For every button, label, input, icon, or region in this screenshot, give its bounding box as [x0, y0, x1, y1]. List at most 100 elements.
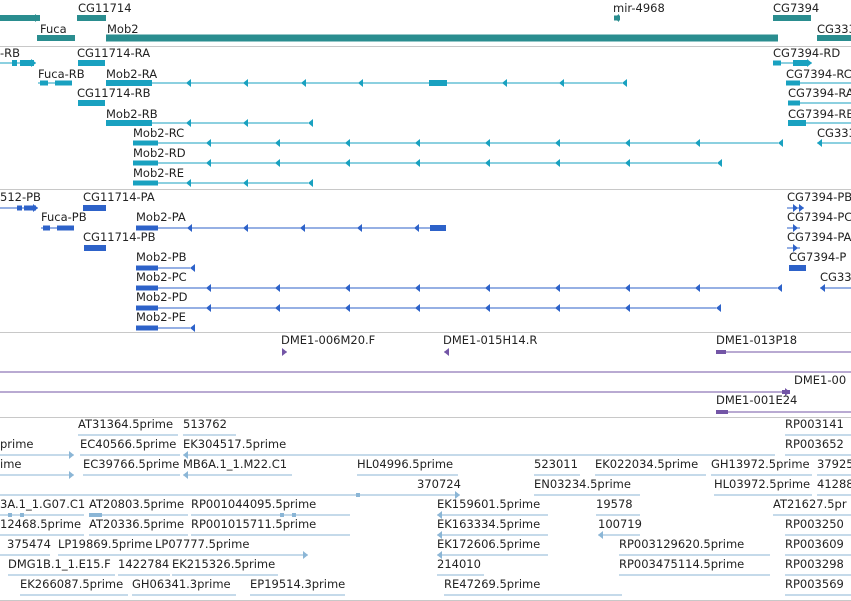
feature-cg333[interactable]: CG333 [817, 126, 851, 147]
feature-cg7394-ra[interactable]: CG7394-RA [788, 86, 851, 106]
feature-dme1-015h14-r[interactable]: DME1-015H14.R [443, 333, 537, 356]
feature-rp003141[interactable]: RP003141 [785, 418, 851, 436]
feature-mob2-rc[interactable]: Mob2-RC [133, 126, 783, 147]
strand-arrow-right-icon [69, 451, 74, 459]
feature-fuca-pb[interactable]: Fuca-PB [41, 210, 87, 231]
feature-cg7394-rd[interactable]: CG7394-RD [773, 47, 840, 67]
feature-hl04996-5prime[interactable]: HL04996.5prime [357, 457, 458, 476]
feature-rp003475114-5prime[interactable]: RP003475114.5prime [619, 557, 770, 576]
feature-label: LP07777.5prime [155, 537, 249, 551]
feature-cg7394-pb[interactable]: CG7394-PB [787, 190, 851, 212]
feature-rp003250[interactable]: RP003250 [785, 517, 851, 536]
feature-12468-5prime[interactable]: 12468.5prime [0, 517, 84, 536]
feature-prime[interactable]: prime [0, 437, 74, 459]
feature-mb6a-1-1-m22-c1[interactable]: MB6A.1_1.M22.C1 [183, 457, 292, 479]
feature-fuca-rb[interactable]: Fuca-RB [38, 67, 85, 86]
feature-ek159601-5prime[interactable]: EK159601.5prime [437, 497, 548, 519]
feature-3a-1-1-g07-c1[interactable]: 3A.1_1.G07.C1 [0, 497, 85, 517]
feature-cg11714[interactable]: CG11714 [77, 1, 132, 21]
feature-ek266087-5prime[interactable]: EK266087.5prime [20, 577, 128, 596]
feature-cg7394-pa[interactable]: CG7394-PA [787, 230, 851, 252]
feature-rp003652[interactable]: RP003652 [785, 437, 851, 456]
feature-dme1-001e24[interactable]: DME1-001E24 [716, 393, 851, 414]
feature-mob2-re[interactable]: Mob2-RE [133, 166, 313, 187]
feature-370724[interactable]: 370724 [0, 477, 461, 499]
feature-rp001015711-5prime[interactable]: RP001015711.5prime [191, 517, 350, 536]
feature-label: Mob2-PA [136, 210, 186, 224]
feature-100719[interactable]: 100719 [598, 517, 642, 539]
feature-label: Mob2-RC [133, 126, 184, 140]
feature-cg11714-pa[interactable]: CG11714-PA [83, 190, 155, 211]
feature-mob2-pc[interactable]: Mob2-PC [136, 270, 782, 292]
feature-rp003569[interactable]: RP003569 [785, 577, 851, 596]
feature-cg11714-ra[interactable]: CG11714-RA [77, 47, 150, 66]
feature-fuca[interactable]: Fuca [37, 22, 75, 41]
feature-19578[interactable]: 19578 [596, 497, 640, 516]
feature-214010[interactable]: 214010 [437, 557, 484, 576]
feature-dmg1b-1-1-e15-f[interactable]: DMG1B.1_1.E15.F [8, 557, 115, 576]
feature-513762[interactable]: 513762 [183, 418, 236, 436]
feature-mob2-rd[interactable]: Mob2-RD [133, 146, 722, 167]
feature-mob2-ra[interactable]: Mob2-RA [106, 67, 627, 87]
feature-at31364-5prime[interactable]: AT31364.5prime [78, 418, 178, 436]
feature-mob2-pd[interactable]: Mob2-PD [136, 290, 721, 312]
feature-lp07777-5prime[interactable]: LP07777.5prime [155, 537, 308, 559]
feature-label: AT31364.5prime [78, 418, 173, 431]
feature-re47269-5prime[interactable]: RE47269.5prime [444, 577, 622, 596]
feature-cg333[interactable]: CG333 [817, 22, 851, 41]
feature-37925[interactable]: 37925 [817, 457, 851, 476]
feature-ek022034-5prime[interactable]: EK022034.5prime [595, 457, 706, 476]
feature-mob2-pe[interactable]: Mob2-PE [136, 310, 195, 332]
feature-dme1-006m20-f[interactable]: DME1-006M20.F [281, 333, 375, 356]
feature-375474[interactable]: 375474 [0, 537, 51, 556]
feature-mob2[interactable]: Mob2 [106, 22, 778, 42]
feature-rp003129620-5prime[interactable]: RP003129620.5prime [619, 537, 770, 556]
feature-cg11714-rb[interactable]: CG11714-RB [77, 86, 151, 106]
feature-rp001044095-5prime[interactable]: RP001044095.5prime [191, 497, 350, 517]
feature-ime[interactable]: ime [0, 457, 74, 479]
feature-at20336-5prime[interactable]: AT20336.5prime [89, 517, 188, 536]
feature-cg7394-pc[interactable]: CG7394-PC [787, 210, 851, 232]
feature-ec39766-5prime[interactable]: EC39766.5prime [83, 457, 180, 476]
feature-cg7394-rc[interactable]: CG7394-RC [786, 67, 851, 86]
feature-at20803-5prime[interactable]: AT20803.5prime [89, 497, 188, 517]
feature-label: CG11714-PB [83, 230, 156, 244]
feature-at21627-5pr[interactable]: AT21627.5pr [773, 497, 851, 516]
feature-cg7394-p[interactable]: CG7394-P [789, 250, 846, 271]
feature-ep19514-3prime[interactable]: EP19514.3prime [250, 577, 345, 596]
feature-mir-4968[interactable]: mir-4968 [613, 1, 665, 22]
feature-dme1-013p18[interactable]: DME1-013P18 [716, 333, 851, 354]
feature-cg7394[interactable]: CG7394 [773, 1, 819, 21]
feature-mob2-pa[interactable]: Mob2-PA [136, 210, 446, 232]
feature-512-pb[interactable]: 512-PB [0, 190, 41, 212]
strand-arrow-left-icon [778, 139, 783, 147]
feature-hl03972-5prime[interactable]: HL03972.5prime [714, 477, 812, 496]
feature-unlabeled[interactable] [0, 14, 40, 22]
feature-label: EP19514.3prime [250, 577, 345, 591]
feature-dme1-00[interactable]: DME1-00 [0, 373, 846, 396]
feature-523011[interactable]: 523011 [534, 457, 580, 476]
feature-1422784[interactable]: 1422784 [118, 557, 170, 576]
feature-ek163334-5prime[interactable]: EK163334.5prime [437, 517, 548, 539]
feature-rp003298[interactable]: RP003298 [785, 557, 851, 576]
feature-gh06341-3prime[interactable]: GH06341.3prime [132, 577, 236, 596]
feature-mob2-pb[interactable]: Mob2-PB [136, 250, 195, 272]
feature-ek172606-5prime[interactable]: EK172606.5prime [437, 537, 548, 559]
strand-arrow-left-icon [275, 139, 280, 147]
feature-cg33[interactable]: CG33 [820, 270, 851, 292]
feature-rp003609[interactable]: RP003609 [785, 537, 851, 556]
feature-ek304517-5prime[interactable]: EK304517.5prime [183, 437, 775, 459]
feature-41288[interactable]: 41288 [817, 477, 851, 496]
feature-en03234-5prime[interactable]: EN03234.5prime [534, 477, 640, 496]
feature-ek215326-5prime[interactable]: EK215326.5prime [172, 557, 278, 576]
track-canvas-ests: AT31364.5prime 513762 RP003141 prime EC40566… [0, 418, 851, 596]
feature-label: EK022034.5prime [595, 457, 698, 471]
feature-gh13972-5prime[interactable]: GH13972.5prime [711, 457, 812, 476]
feature-mob2-rb[interactable]: Mob2-RB [106, 107, 313, 127]
feature-cg7394-rb[interactable]: CG7394-RB [788, 107, 851, 126]
strand-arrow-left-icon [695, 139, 700, 147]
feature-cg11714-pb[interactable]: CG11714-PB [83, 230, 156, 251]
feature-rb[interactable]: -RB [0, 47, 36, 67]
feature-lp19869-5prime[interactable]: LP19869.5prime [58, 537, 155, 556]
feature-ec40566-5prime[interactable]: EC40566.5prime [80, 437, 180, 456]
